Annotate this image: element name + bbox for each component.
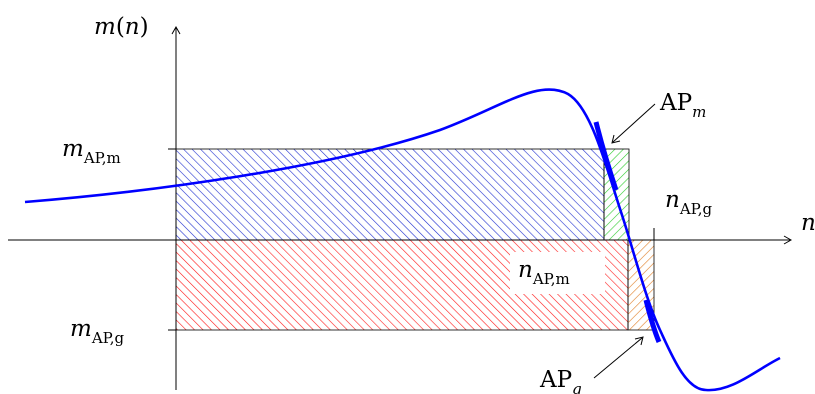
ap-m-label: APm	[659, 90, 706, 121]
ap-g-arrow-line	[593, 337, 643, 379]
ap-g-label: APg	[539, 367, 582, 394]
n-ap-m-label-bg	[510, 252, 605, 294]
blue-region	[175, 148, 605, 241]
m-of-n-curve	[24, 88, 781, 392]
n-ap-g-label: nAP,g	[665, 187, 712, 218]
m-ap-m-label: mAP,m	[62, 136, 121, 167]
ap-m-arrow-line	[612, 103, 656, 143]
y-axis-arrowhead	[171, 25, 181, 35]
ap-m-thick-segment	[593, 121, 619, 191]
n-ap-m-label: nAP,m	[518, 257, 570, 288]
m-ap-g-label: mAP,g	[70, 316, 124, 347]
x-axis-label: n	[801, 210, 815, 236]
ap-g-arrowhead	[634, 336, 644, 346]
y-axis-label: m(n)	[94, 14, 149, 40]
x-axis-arrowhead	[783, 235, 793, 245]
ap-g-thick-segment	[643, 299, 662, 343]
ap-m-arrowhead	[611, 134, 621, 144]
